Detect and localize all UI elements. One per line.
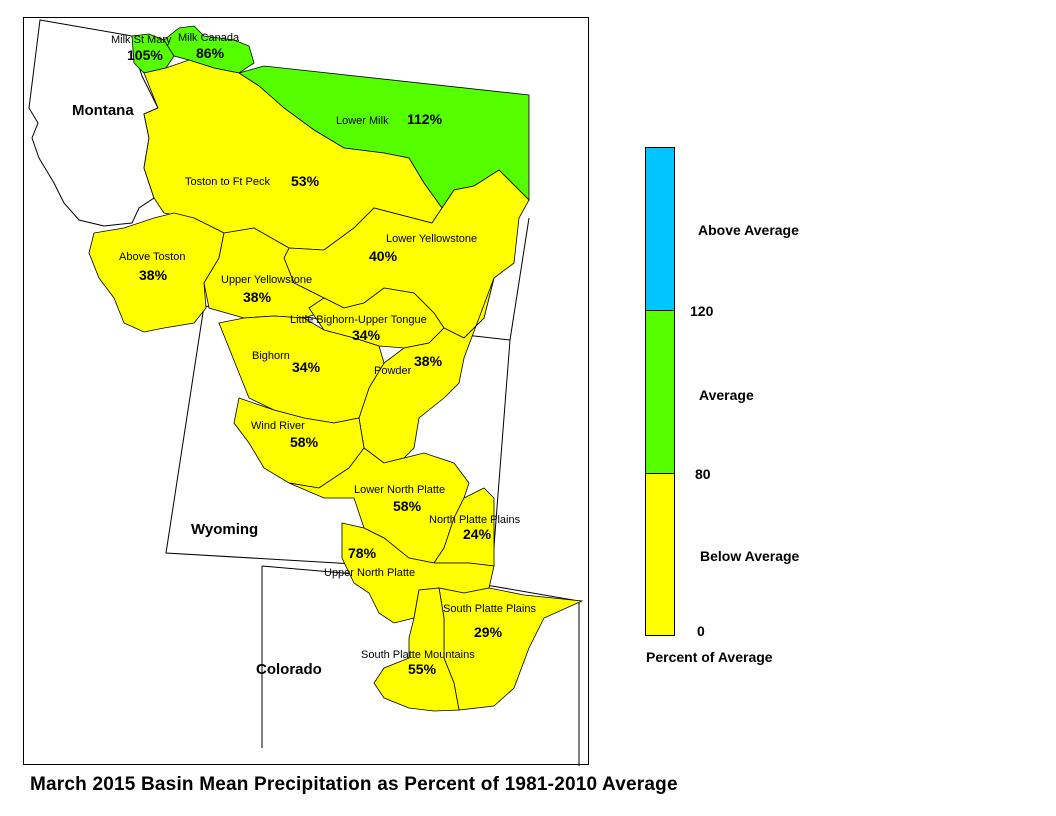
map-title: March 2015 Basin Mean Precipitation as P… bbox=[30, 774, 678, 795]
basin-milk-st-mary[interactable] bbox=[131, 33, 175, 74]
basin-name-upper-yellowstone: Upper Yellowstone bbox=[221, 274, 312, 286]
state-label-colorado: Colorado bbox=[256, 661, 322, 678]
basin-name-powder: Powder bbox=[374, 365, 412, 377]
basin-value-bighorn: 34% bbox=[292, 359, 321, 375]
state-label-wyoming: Wyoming bbox=[191, 521, 258, 538]
basin-name-milk-st-mary: Milk St Mary bbox=[111, 34, 172, 46]
basin-value-upper-yellowstone: 38% bbox=[243, 289, 272, 305]
basin-bighorn[interactable] bbox=[218, 315, 385, 424]
legend-break-80: 80 bbox=[695, 466, 711, 482]
legend-title: Percent of Average bbox=[646, 649, 773, 665]
basin-name-lower-north-platte: Lower North Platte bbox=[354, 484, 445, 496]
basin-value-toston-ft-peck: 53% bbox=[291, 173, 320, 189]
basin-name-lower-yellowstone: Lower Yellowstone bbox=[386, 233, 477, 245]
basin-name-lower-milk: Lower Milk bbox=[336, 115, 389, 127]
basin-value-lower-yellowstone: 40% bbox=[369, 248, 398, 264]
basin-value-lower-north-platte: 58% bbox=[393, 498, 422, 514]
map-frame: Montana Wyoming Colorado Milk St Mary 10… bbox=[23, 17, 589, 766]
basin-name-south-platte-mountains: South Platte Mountains bbox=[361, 649, 475, 661]
legend-label-average: Average bbox=[699, 387, 754, 403]
basin-value-little-bighorn-upper-tongue: 34% bbox=[352, 327, 381, 343]
montana-outline bbox=[28, 19, 159, 227]
basin-south-platte-mountains[interactable] bbox=[373, 587, 460, 712]
basin-value-south-platte-mountains: 55% bbox=[408, 661, 437, 677]
basin-value-powder: 38% bbox=[414, 353, 443, 369]
basin-value-above-toston: 38% bbox=[139, 267, 168, 283]
legend-color-bar bbox=[645, 147, 675, 636]
legend-swatch-above bbox=[646, 148, 674, 311]
basin-name-wind-river: Wind River bbox=[251, 420, 305, 432]
basin-map: Montana Wyoming Colorado Milk St Mary 10… bbox=[28, 19, 584, 766]
basin-name-bighorn: Bighorn bbox=[252, 350, 290, 362]
basin-value-south-platte-plains: 29% bbox=[474, 624, 503, 640]
basin-name-upper-north-platte: Upper North Platte bbox=[324, 567, 415, 579]
basin-value-lower-milk: 112% bbox=[407, 111, 443, 127]
basin-name-north-platte-plains: North Platte Plains bbox=[429, 514, 521, 526]
montana-east-line bbox=[509, 217, 530, 341]
basin-upper-yellowstone[interactable] bbox=[203, 227, 325, 319]
basin-name-milk-canada: Milk Canada bbox=[178, 32, 240, 44]
basin-name-south-platte-plains: South Platte Plains bbox=[443, 603, 536, 615]
legend-label-above: Above Average bbox=[698, 222, 799, 238]
basin-name-toston-ft-peck: Toston to Ft Peck bbox=[185, 176, 270, 188]
legend-break-120: 120 bbox=[690, 303, 714, 319]
legend-swatch-average bbox=[646, 311, 674, 474]
basin-above-toston[interactable] bbox=[88, 212, 225, 333]
basin-value-north-platte-plains: 24% bbox=[463, 526, 492, 542]
basin-name-little-bighorn-upper-tongue: Little Bighorn-Upper Tongue bbox=[290, 314, 427, 326]
legend-break-0: 0 bbox=[697, 623, 705, 639]
basin-milk-canada[interactable] bbox=[163, 25, 255, 74]
state-label-montana: Montana bbox=[72, 102, 134, 119]
basin-name-above-toston: Above Toston bbox=[119, 251, 185, 263]
legend-swatch-below bbox=[646, 474, 674, 635]
basin-value-wind-river: 58% bbox=[290, 434, 319, 450]
basin-value-milk-canada: 86% bbox=[196, 45, 225, 61]
legend-label-below: Below Average bbox=[700, 548, 800, 564]
basin-value-milk-st-mary: 105% bbox=[127, 47, 163, 63]
basin-value-upper-north-platte: 78% bbox=[348, 545, 377, 561]
